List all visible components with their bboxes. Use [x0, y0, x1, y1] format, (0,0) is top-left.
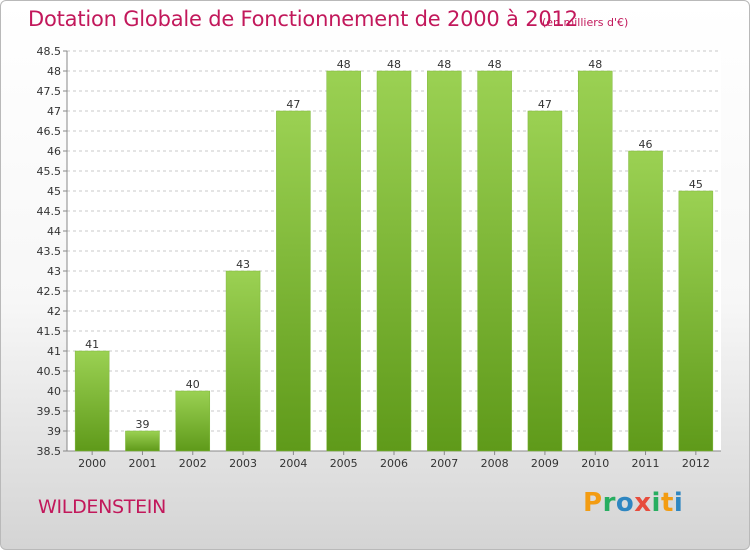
y-tick-label: 48 [47, 65, 61, 78]
bar [678, 190, 714, 452]
y-tick-label: 47 [47, 105, 61, 118]
bar [376, 70, 412, 452]
bar [175, 390, 211, 452]
x-tick-label: 2008 [481, 457, 509, 470]
bar [276, 110, 311, 452]
x-tick-label: 2000 [78, 457, 106, 470]
y-tick-label: 46 [47, 145, 61, 158]
y-tick-label: 41.5 [37, 325, 62, 338]
bar [326, 70, 361, 452]
y-tick-label: 39 [47, 425, 61, 438]
x-tick-label: 2001 [128, 457, 156, 470]
data-label: 48 [488, 58, 502, 71]
y-tick-label: 38.5 [37, 445, 62, 458]
x-tick-label: 2006 [380, 457, 408, 470]
y-tick-label: 41 [47, 345, 61, 358]
y-tick-label: 47.5 [37, 85, 62, 98]
data-label: 40 [186, 378, 200, 391]
commune-name: WILDENSTEIN [38, 496, 167, 518]
data-label: 43 [236, 258, 250, 271]
data-label: 47 [538, 98, 552, 111]
x-tick-label: 2003 [229, 457, 257, 470]
y-tick-label: 40 [47, 385, 61, 398]
bar [477, 70, 512, 452]
data-label: 45 [689, 178, 703, 191]
y-tick-label: 46.5 [37, 125, 62, 138]
bar [125, 430, 160, 452]
y-tick-label: 45 [47, 185, 61, 198]
data-label: 48 [588, 58, 602, 71]
logo-letter: t [660, 488, 674, 518]
logo-letter: P [583, 488, 603, 518]
y-tick-label: 45.5 [37, 165, 62, 178]
y-tick-label: 40.5 [37, 365, 62, 378]
bar [527, 110, 563, 452]
data-label: 48 [387, 58, 401, 71]
y-tick-label: 42.5 [37, 285, 62, 298]
data-label: 46 [639, 138, 653, 151]
x-tick-label: 2002 [179, 457, 207, 470]
x-tick-label: 2012 [682, 457, 710, 470]
proxiti-logo: Proxiti [583, 488, 683, 518]
bar [628, 150, 663, 452]
x-tick-label: 2011 [632, 457, 660, 470]
chart-unit: (en milliers d'€) [542, 16, 629, 29]
y-tick-label: 42 [47, 305, 61, 318]
chart-title: Dotation Globale de Fonctionnement de 20… [28, 7, 578, 31]
x-tick-label: 2004 [279, 457, 307, 470]
data-label: 48 [337, 58, 351, 71]
x-tick-label: 2007 [430, 457, 458, 470]
x-tick-label: 2009 [531, 457, 559, 470]
data-label: 41 [85, 338, 99, 351]
x-tick-label: 2010 [581, 457, 609, 470]
logo-letter: i [651, 488, 661, 518]
bar [74, 350, 110, 452]
bar [577, 70, 613, 452]
logo-letter: o [615, 488, 635, 518]
data-label: 39 [135, 418, 149, 431]
logo-letter: x [634, 488, 652, 518]
y-tick-label: 44 [47, 225, 61, 238]
data-label: 47 [286, 98, 300, 111]
y-tick-label: 43.5 [37, 245, 62, 258]
y-tick-label: 43 [47, 265, 61, 278]
data-label: 48 [437, 58, 451, 71]
logo-letter: r [602, 488, 616, 518]
y-tick-label: 44.5 [37, 205, 62, 218]
x-tick-label: 2005 [330, 457, 358, 470]
y-tick-label: 39.5 [37, 405, 62, 418]
bar [427, 70, 462, 452]
logo-letter: i [673, 488, 684, 518]
y-tick-label: 48.5 [37, 45, 62, 58]
bar [225, 270, 261, 452]
